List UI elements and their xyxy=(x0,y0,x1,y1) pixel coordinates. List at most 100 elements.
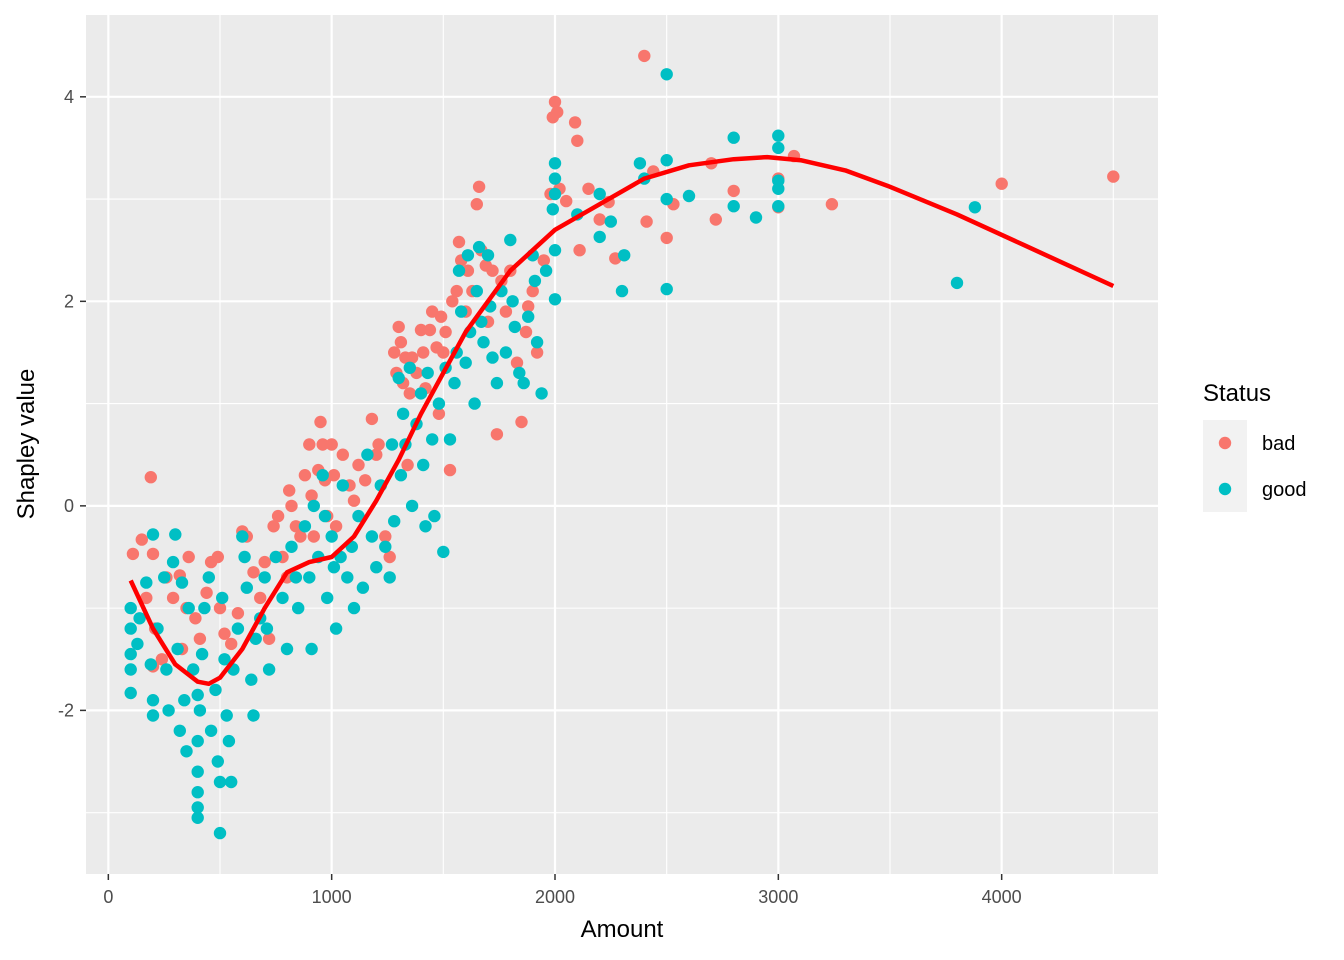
data-point-bad xyxy=(193,632,207,645)
plot-panel xyxy=(86,15,1158,874)
data-point-good xyxy=(204,724,218,737)
data-point-bad xyxy=(526,284,539,298)
data-point-bad xyxy=(254,591,267,605)
data-point-bad xyxy=(388,346,401,359)
data-point-good xyxy=(216,591,229,605)
data-point-good xyxy=(280,642,294,656)
data-point-good xyxy=(421,366,434,380)
data-point-bad xyxy=(560,194,573,208)
data-point-good xyxy=(506,295,519,308)
data-point-bad xyxy=(515,415,528,429)
data-point-good xyxy=(499,346,513,359)
data-point-good xyxy=(448,376,461,390)
data-point-good xyxy=(481,249,495,262)
data-point-good xyxy=(772,141,785,155)
data-point-good xyxy=(508,320,521,334)
data-point-bad xyxy=(327,469,341,482)
data-point-good xyxy=(548,187,562,201)
data-point-good xyxy=(365,530,379,543)
data-point-good xyxy=(414,387,428,400)
data-point-bad xyxy=(660,231,673,245)
data-point-good xyxy=(660,154,673,167)
data-point-good xyxy=(269,550,282,564)
data-point-good xyxy=(305,642,318,656)
data-point-good xyxy=(236,530,249,543)
data-point-good xyxy=(191,786,204,799)
legend-label-bad: bad xyxy=(1262,433,1295,455)
legend-key-bad xyxy=(1218,436,1232,450)
x-tick-label: 4000 xyxy=(982,887,1022,907)
data-point-good xyxy=(202,571,215,584)
data-point-bad xyxy=(640,215,653,228)
data-point-bad xyxy=(267,520,280,533)
data-point-good xyxy=(419,520,432,533)
data-point-good xyxy=(356,581,370,594)
data-point-bad xyxy=(414,323,428,337)
data-point-bad xyxy=(551,105,564,119)
data-point-good xyxy=(461,249,475,262)
data-point-good xyxy=(307,499,320,513)
data-point-bad xyxy=(452,235,466,249)
data-point-bad xyxy=(638,49,651,63)
data-point-bad xyxy=(434,310,448,323)
data-point-good xyxy=(321,591,334,605)
data-point-good xyxy=(615,284,629,298)
data-point-bad xyxy=(298,469,312,482)
data-point-bad xyxy=(573,244,586,257)
data-point-good xyxy=(428,509,441,523)
data-point-good xyxy=(187,663,200,676)
data-point-good xyxy=(133,612,146,625)
data-point-good xyxy=(522,310,535,323)
data-point-bad xyxy=(370,448,383,461)
data-point-bad xyxy=(200,586,213,599)
data-point-bad xyxy=(146,547,160,561)
data-point-good xyxy=(249,632,262,645)
data-point-bad xyxy=(135,533,148,546)
data-point-good xyxy=(213,826,227,840)
y-tick-label: 4 xyxy=(64,87,74,107)
data-point-bad xyxy=(490,428,504,441)
data-point-good xyxy=(146,528,160,541)
data-point-good xyxy=(459,356,472,369)
data-point-good xyxy=(341,571,354,584)
data-point-bad xyxy=(522,300,535,313)
data-point-bad xyxy=(379,530,392,543)
data-point-good xyxy=(546,203,559,216)
y-tick-label: -2 xyxy=(58,700,74,720)
data-point-good xyxy=(191,801,204,814)
data-point-bad xyxy=(329,520,343,533)
data-point-bad xyxy=(537,254,550,267)
data-point-good xyxy=(225,775,238,789)
data-point-bad xyxy=(285,499,298,513)
data-point-good xyxy=(166,555,180,569)
data-point-good xyxy=(247,709,260,722)
data-point-good xyxy=(124,686,137,700)
data-point-good xyxy=(385,438,399,451)
data-point-good xyxy=(191,688,204,702)
data-point-good xyxy=(383,571,396,584)
data-point-good xyxy=(347,601,361,615)
data-point-good xyxy=(417,458,430,472)
data-point-bad xyxy=(126,547,140,561)
data-point-good xyxy=(968,201,982,214)
data-point-bad xyxy=(303,438,316,451)
data-point-good xyxy=(548,157,562,170)
data-point-bad xyxy=(825,198,839,211)
data-point-bad xyxy=(443,463,457,477)
data-point-bad xyxy=(530,346,544,359)
data-point-good xyxy=(140,576,153,589)
data-point-good xyxy=(298,520,312,533)
y-tick-label: 2 xyxy=(64,291,74,311)
data-point-good xyxy=(191,765,204,778)
data-point-bad xyxy=(499,305,513,318)
data-point-good xyxy=(539,264,553,277)
data-point-good xyxy=(468,397,481,410)
data-point-good xyxy=(316,469,329,482)
data-point-good xyxy=(329,622,343,635)
data-point-bad xyxy=(510,356,524,369)
data-point-bad xyxy=(155,653,169,666)
data-point-good xyxy=(124,663,137,676)
data-point-bad xyxy=(289,520,303,533)
data-point-good xyxy=(258,571,271,584)
